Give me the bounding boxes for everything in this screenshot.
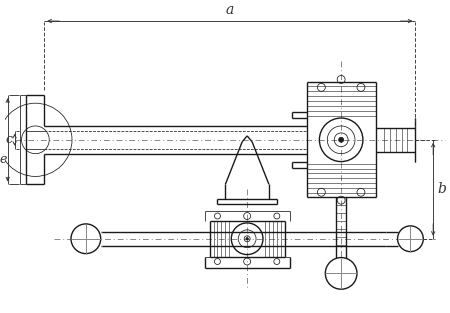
- Text: a: a: [226, 3, 234, 17]
- Text: c: c: [6, 133, 13, 146]
- Circle shape: [246, 238, 248, 240]
- Circle shape: [339, 137, 344, 142]
- Text: b: b: [437, 182, 446, 196]
- Circle shape: [71, 224, 101, 254]
- Circle shape: [397, 226, 423, 252]
- Text: e: e: [0, 153, 7, 166]
- Circle shape: [325, 258, 357, 289]
